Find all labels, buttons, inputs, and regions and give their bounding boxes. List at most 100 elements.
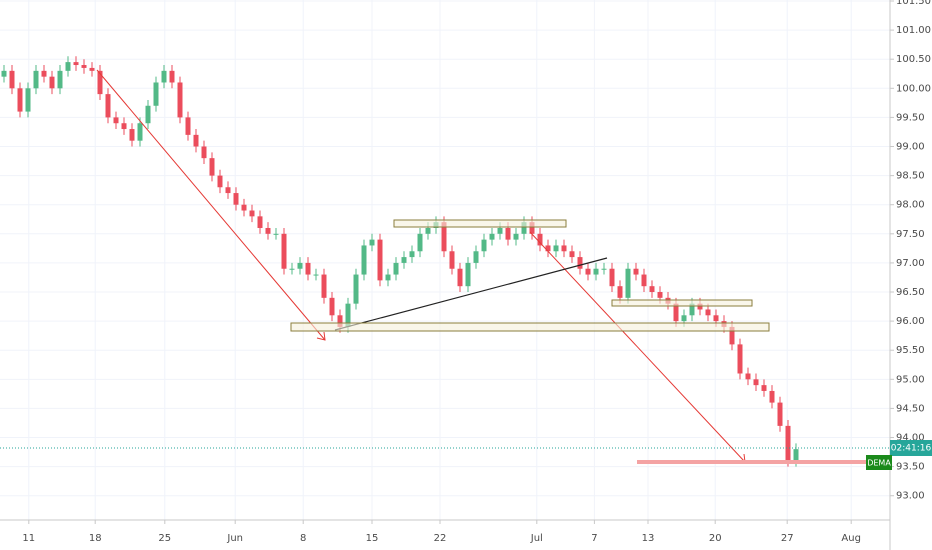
candle-body [457, 268, 463, 287]
x-tick-label: 8 [300, 533, 306, 544]
candle-body [401, 257, 407, 263]
candle-body [617, 286, 623, 298]
y-tick-label: 101.00 [896, 25, 931, 36]
x-tick-label: Jun [226, 533, 243, 544]
candle-body [561, 245, 567, 252]
candle-body [361, 245, 367, 275]
candle-body [785, 425, 791, 461]
price-axis [890, 0, 932, 550]
candle-body [177, 82, 183, 118]
candle-body [745, 373, 751, 380]
y-tick-label: 99.00 [896, 142, 925, 153]
y-tick-label: 96.50 [896, 287, 925, 298]
candle-body [465, 262, 471, 287]
candle-body [329, 297, 335, 316]
candle-body [585, 268, 591, 275]
candle-body [521, 222, 527, 234]
candle-body [609, 268, 615, 287]
candle-body [625, 268, 631, 298]
trend-arrow [529, 231, 746, 463]
candle-body [449, 251, 455, 269]
x-tick-label: Aug [841, 533, 861, 544]
indicator-box [866, 455, 892, 470]
arrow-head [316, 331, 326, 341]
candle-body [545, 245, 551, 252]
candle-body [57, 70, 63, 89]
candle-body [777, 402, 783, 426]
candle-body [441, 222, 447, 252]
trend-arrow [96, 69, 326, 341]
x-tick-label: Jul [530, 533, 543, 544]
y-tick-label: 94.00 [896, 433, 925, 444]
candle-body [233, 193, 239, 205]
candle-body [593, 268, 599, 275]
candle-body [153, 82, 159, 106]
candle-body [577, 257, 583, 269]
candle-body [241, 204, 247, 211]
y-tick-label: 95.00 [896, 374, 925, 385]
candle-body [265, 227, 271, 234]
y-tick-label: 97.50 [896, 229, 925, 240]
candle-body [289, 268, 295, 270]
drawings [0, 69, 890, 464]
candle-body [345, 303, 351, 327]
candle-body [409, 251, 415, 258]
candle-body [769, 390, 775, 403]
candle-body [169, 70, 175, 83]
candle-body [137, 123, 143, 141]
candle-body [273, 233, 279, 235]
x-tick-label: 25 [158, 533, 171, 544]
x-tick-label: 27 [781, 533, 794, 544]
y-tick-label: 97.00 [896, 258, 925, 269]
candle-body [337, 315, 343, 327]
candle-body [25, 88, 31, 112]
y-tick-label: 98.50 [896, 171, 925, 182]
candle-body [257, 216, 263, 228]
y-tick-label: 94.50 [896, 403, 925, 414]
candle-body [281, 233, 287, 269]
y-tick-label: 95.50 [896, 345, 925, 356]
y-tick-label: 98.00 [896, 200, 925, 211]
candle-body [113, 117, 119, 124]
candle-body [697, 303, 703, 310]
x-tick-label: 22 [434, 533, 447, 544]
countdown: 02:41:16 [891, 444, 932, 454]
candle-body [761, 385, 767, 391]
candle-body [385, 274, 391, 281]
y-tick-label: 93.50 [896, 462, 925, 473]
candle-body [1, 70, 7, 77]
candle-body [321, 274, 327, 298]
candle-body [529, 222, 535, 234]
indicator-label: DEMA [867, 459, 891, 468]
candle-body [393, 262, 399, 275]
y-tick-label: 100.50 [896, 54, 931, 65]
candle-body [569, 251, 575, 258]
support-band [637, 460, 890, 464]
candle-body [497, 227, 503, 234]
candle-body [649, 286, 655, 293]
candle-body [49, 76, 55, 89]
candle-body [185, 117, 191, 135]
candle-body [161, 70, 167, 83]
candle-body [473, 251, 479, 263]
candle-body [753, 379, 759, 386]
candle-body [121, 123, 127, 130]
candle-body [89, 67, 95, 71]
candle-body [489, 233, 495, 240]
candle-body [105, 94, 111, 118]
zone [393, 219, 567, 228]
candle-body [297, 262, 303, 269]
candle-body [481, 239, 487, 252]
candle-body [601, 268, 607, 270]
trend-line [334, 257, 608, 331]
candle-body [505, 227, 511, 240]
countdown-box [890, 440, 932, 456]
candle-body [73, 62, 79, 66]
candle-body [305, 262, 311, 275]
y-tick-label: 93.00 [896, 491, 925, 502]
x-tick-label: 20 [709, 533, 722, 544]
candle-body [209, 158, 215, 176]
candle-body [313, 274, 319, 276]
x-tick-label: 13 [642, 533, 655, 544]
